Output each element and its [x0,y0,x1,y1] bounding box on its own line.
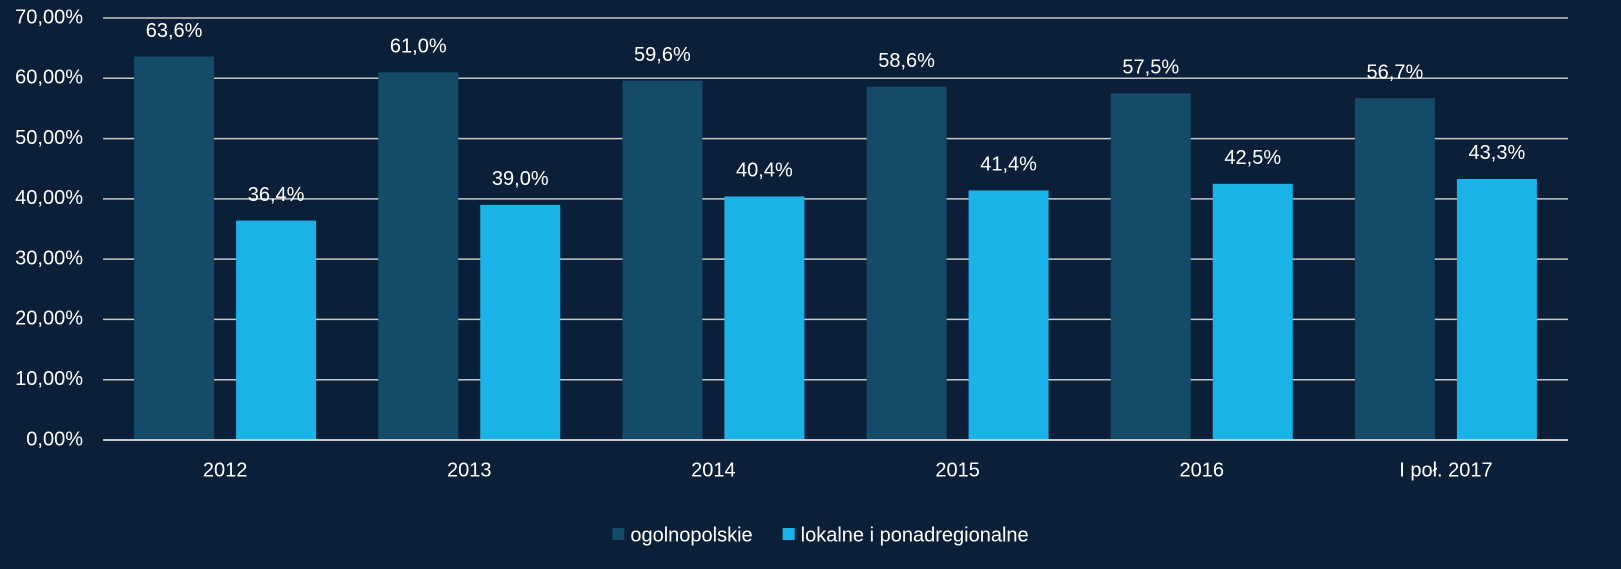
y-tick-label: 70,00% [15,6,83,28]
y-tick-label: 50,00% [15,127,83,149]
bar [1456,178,1537,440]
value-label: 57,5% [1122,57,1179,79]
value-label: 56,7% [1367,61,1424,83]
x-tick-label: 2014 [691,459,736,481]
y-tick-label: 40,00% [15,187,83,209]
bar [622,80,703,440]
legend-swatch [612,528,625,540]
value-label: 41,4% [980,154,1037,176]
value-label: 59,6% [634,44,691,66]
bar [236,220,317,440]
bar [134,56,215,440]
x-tick-label: 2013 [447,459,492,481]
y-tick-label: 20,00% [15,308,83,330]
legend-swatch [782,528,795,540]
value-label: 61,0% [390,36,447,58]
x-tick-label: 2012 [203,459,248,481]
bar [724,196,805,440]
bar [1354,98,1435,441]
legend-label: lokalne i ponadregionalne [801,524,1029,546]
y-tick-label: 60,00% [15,67,83,89]
value-label: 43,3% [1469,142,1526,164]
legend-label: ogolnopolskie [630,524,752,546]
value-label: 58,6% [878,50,935,72]
bar [480,204,561,440]
x-tick-label: 2016 [1180,459,1225,481]
bar [968,190,1049,440]
x-tick-label: I poł. 2017 [1399,459,1492,481]
bar [1110,93,1191,440]
value-label: 39,0% [492,168,549,190]
bar [378,72,459,440]
value-label: 42,5% [1224,147,1281,169]
x-tick-label: 2015 [935,459,980,481]
bar [1212,183,1293,441]
value-label: 40,4% [736,160,793,182]
value-label: 63,6% [146,20,203,42]
y-tick-label: 0,00% [26,428,83,450]
y-tick-label: 30,00% [15,247,83,269]
value-label: 36,4% [248,184,305,206]
y-tick-label: 10,00% [15,368,83,390]
bar [866,86,947,441]
